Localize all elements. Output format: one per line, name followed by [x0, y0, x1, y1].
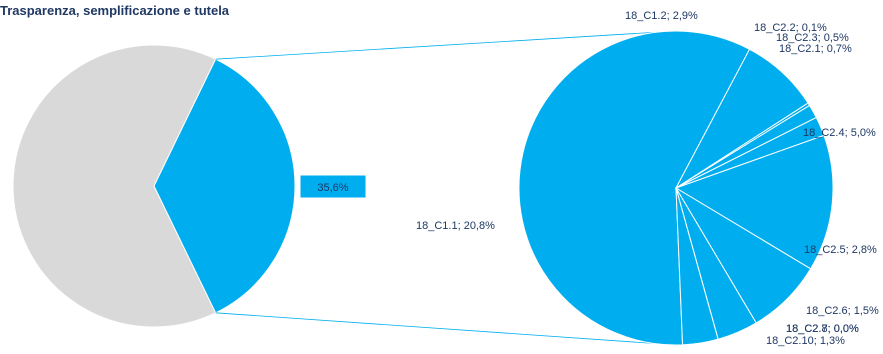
- breakdown-pie: [518, 30, 834, 346]
- breakdown-slice-11: [675, 187, 719, 346]
- breakdown-label-5: 18_C2.1; 0,7%: [779, 43, 852, 55]
- breakdown-label-8: 18_C2.6; 1,5%: [806, 305, 879, 317]
- main-pie: [12, 44, 296, 328]
- breakdown-slice-6: [674, 134, 834, 270]
- breakdown-slice-1: [518, 30, 751, 346]
- main-slice-highlight: [153, 58, 296, 314]
- breakdown-label-1: 18_C1.1; 20,8%: [416, 220, 495, 232]
- breakdown-label-11: 18_C2.10; 1,3%: [766, 335, 845, 347]
- breakdown-label-7: 18_C2.5; 2,8%: [804, 244, 877, 256]
- highlight-callout: 35,6%: [299, 174, 367, 199]
- chart-title: Trasparenza, semplificazione e tutela: [0, 3, 230, 18]
- main-slice-rest: [12, 44, 217, 328]
- highlight-callout-label: 35,6%: [317, 182, 348, 194]
- breakdown-labels: 18_C1.1; 20,8% 18_C1.2; 2,9% 18_C2.2; 0,1%…: [416, 10, 879, 347]
- breakdown-label-6: 18_C2.4; 5,0%: [803, 127, 876, 139]
- breakdown-label-4: 18_C2.3; 0,5%: [776, 32, 849, 44]
- breakdown-label-10: 18_C2.8; 0,0%: [786, 323, 859, 335]
- connector-line-bottom: [215, 312, 677, 346]
- breakdown-label-9: 18_C2.7; 0,0%: [786, 323, 859, 335]
- highlight-callout-box: [299, 174, 367, 199]
- connector-lines: [215, 30, 677, 346]
- connector-line-top: [215, 30, 677, 60]
- breakdown-label-3: 18_C2.2; 0,1%: [754, 22, 827, 34]
- breakdown-label-2: 18_C1.2; 2,9%: [625, 10, 698, 22]
